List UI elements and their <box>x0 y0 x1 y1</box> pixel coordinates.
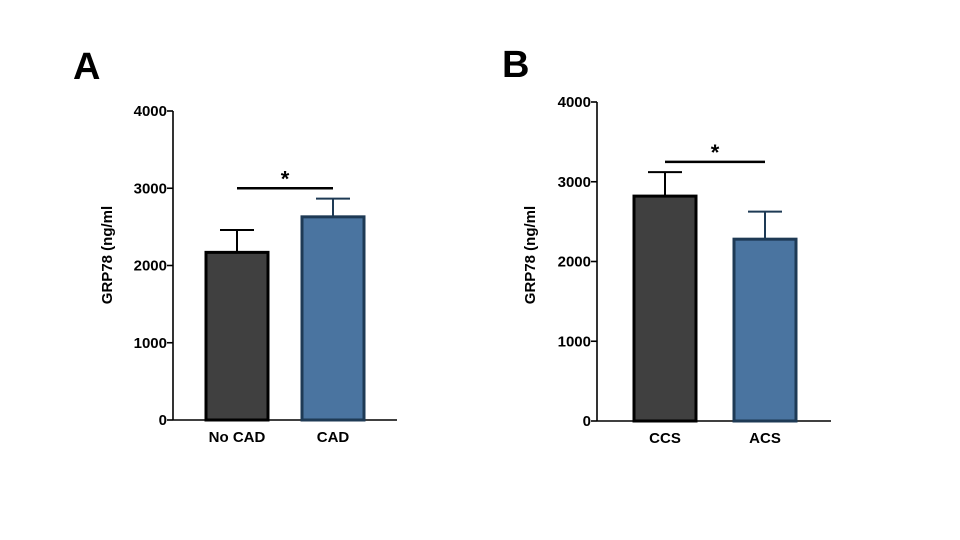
bar <box>204 250 270 422</box>
bar <box>300 215 366 422</box>
bar <box>632 194 698 423</box>
x-tick-label: No CAD <box>209 429 266 446</box>
x-tick-label: CAD <box>317 429 350 446</box>
panel-letter-b: B <box>502 44 529 86</box>
x-tick-label: CCS <box>649 430 681 447</box>
bar <box>732 237 798 423</box>
y-tick-label: 2000 <box>558 254 591 271</box>
panel-a: A GRP78 (ng/ml 0 1000 2000 3000 4000 No CAD CAD… <box>73 46 397 446</box>
panel-b: B GRP78 (ng/ml 0 1000 2000 3000 4000 CCS ACS * <box>502 44 831 447</box>
plot-b: GRP78 (ng/ml 0 1000 2000 3000 4000 CCS ACS * <box>522 94 831 447</box>
y-tick-label: 4000 <box>134 103 167 120</box>
y-tick-label: 0 <box>159 412 167 429</box>
x-tick-label: ACS <box>749 430 781 447</box>
y-axis-label: GRP78 (ng/ml <box>522 206 539 304</box>
y-tick-label: 2000 <box>134 258 167 275</box>
y-axis-label: GRP78 (ng/ml <box>99 206 116 304</box>
y-tick-label: 1000 <box>134 335 167 352</box>
y-tick-label: 0 <box>583 413 591 430</box>
significance-label: * <box>281 166 290 191</box>
panel-letter-a: A <box>73 46 100 88</box>
significance-label: * <box>711 140 720 165</box>
y-tick-label: 3000 <box>134 180 167 197</box>
y-tick-label: 4000 <box>558 94 591 111</box>
plot-a: GRP78 (ng/ml 0 1000 2000 3000 4000 No CAD CAD * <box>99 103 397 446</box>
y-tick-label: 3000 <box>558 174 591 191</box>
y-tick-label: 1000 <box>558 333 591 350</box>
